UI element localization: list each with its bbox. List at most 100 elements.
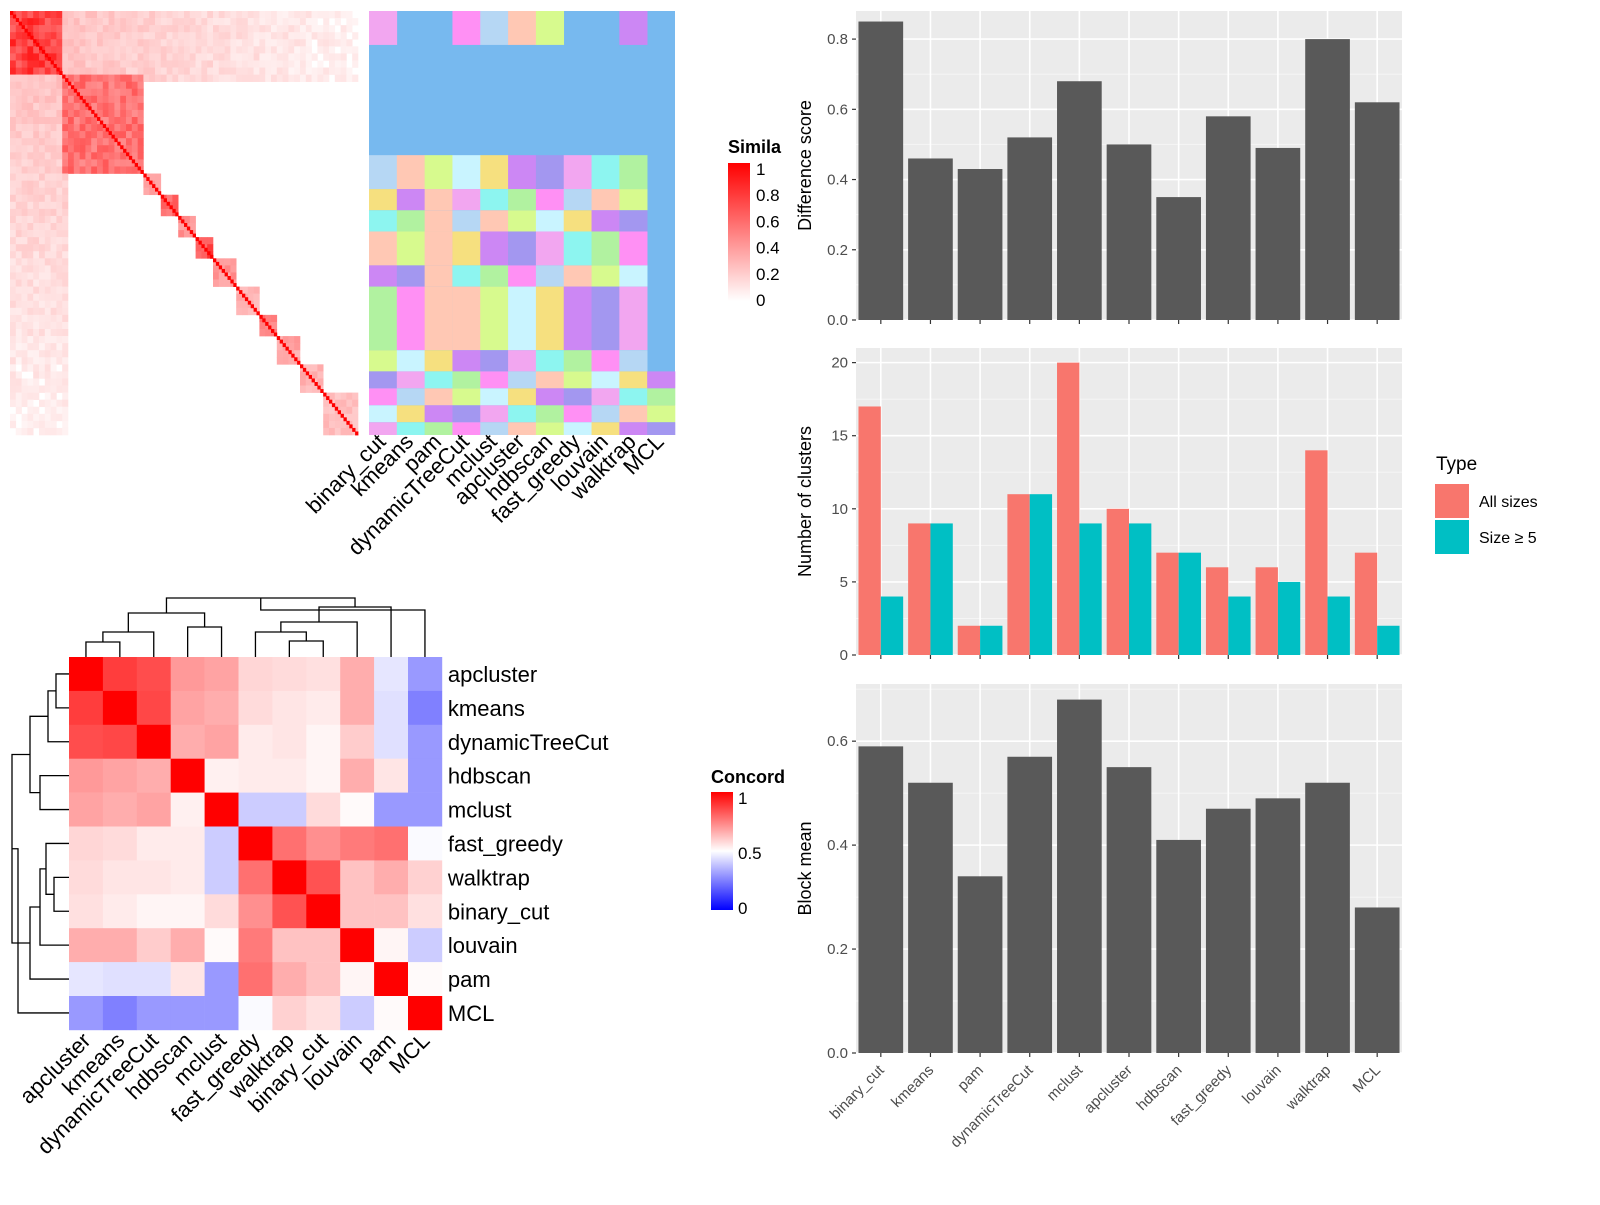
similarity-cell [62,427,69,436]
similarity-cell [44,293,51,302]
similarity-cell [97,18,104,26]
similarity-diagonal-cell [114,138,118,143]
similarity-cell [50,336,57,344]
similarity-cell [346,413,353,422]
similarity-cell [10,223,17,231]
similarity-cell [15,336,22,344]
similarity-cell [44,60,51,68]
similarity-cell [323,25,330,33]
similarity-cell [15,180,22,188]
similarity-cell [15,131,22,139]
assignment-block [369,350,398,372]
similarity-cell [265,32,272,40]
similarity-cell [73,102,80,111]
assignment-block [591,350,620,372]
similarity-diagonal-cell [111,134,115,139]
similarity-cell [201,67,208,75]
similarity-cell [114,25,121,33]
similarity-cell [236,32,243,40]
concordance-cell [102,792,138,827]
concordance-cell [170,996,205,1031]
similarity-cell [15,166,22,174]
similarity-cell [271,46,278,54]
similarity-cell [247,60,254,68]
similarity-cell [10,173,17,181]
similarity-diagonal-cell [70,85,75,90]
concordance-cell [374,724,409,759]
assignment-block [480,155,509,190]
similarity-cell [323,413,330,422]
similarity-diagonal-cell [21,25,25,30]
assignment-block [508,350,537,372]
bar [858,746,904,1053]
assignment-block [480,189,509,211]
similarity-diagonal-cell [340,413,344,418]
similarity-cell [21,145,28,153]
similarity-cell [114,46,121,54]
similarity-cell [62,166,69,174]
similarity-cell [300,60,307,68]
similarity-diagonal-cell [282,343,286,348]
assignment-block [452,422,481,435]
similarity-cell [85,32,92,40]
similarity-cell [288,32,295,40]
concordance-row-label: apcluster [448,662,537,687]
concordance-cell [170,758,205,793]
similarity-cell [27,279,34,287]
similarity-cell [242,53,249,61]
concordance-cell [136,860,171,895]
concordance-cell [306,860,341,895]
assignment-block [424,155,453,190]
y-tick-label: 10 [831,501,848,518]
similarity-cell [50,364,57,372]
similarity-cell [21,300,28,309]
similarity-cell [108,95,115,104]
similarity-cell [114,145,121,153]
similarity-cell [102,145,109,153]
similarity-cell [236,46,243,54]
similarity-cell [39,109,46,118]
similarity-cell [33,413,40,422]
bar-size [1079,523,1102,655]
similarity-cell [44,173,51,181]
similarity-cell [271,321,278,330]
similarity-cell [126,53,133,61]
similarity-cell [33,371,40,379]
similarity-cell [33,307,40,316]
similarity-cell [120,152,127,160]
similarity-cell [218,258,225,266]
similarity-cell [282,60,289,68]
similarity-cell [10,53,17,61]
similarity-cell [73,145,80,153]
similarity-cell [271,60,278,68]
similarity-cell [27,293,34,302]
concordance-cell [272,758,307,793]
similarity-cell [27,392,34,400]
similarity-cell [62,124,69,132]
similarity-cell [340,25,347,33]
similarity-cell [68,67,75,75]
similarity-cell [108,102,115,111]
assignment-block [619,371,648,389]
concordance-cell [136,758,171,793]
similarity-cell [126,60,133,68]
assignment-block [535,231,565,266]
similarity-cell [242,25,249,33]
similarity-cell [33,329,40,337]
concordance-cell [374,894,409,929]
assignment-block [508,388,537,406]
similarity-cell [160,60,167,68]
concordance-cell [408,657,443,692]
similarity-cell [33,258,40,266]
assignment-block [535,388,565,406]
similarity-legend-tick: 0.4 [756,239,780,258]
similarity-cell [21,286,28,294]
assignment-block [452,350,481,372]
concordance-legend-tick: 1 [738,789,747,808]
similarity-cell [68,109,75,118]
similarity-cell [33,46,40,54]
similarity-cell [108,53,115,61]
similarity-cell [317,25,324,33]
concordance-cell [374,690,409,726]
y-tick-label: 0.6 [827,733,848,750]
